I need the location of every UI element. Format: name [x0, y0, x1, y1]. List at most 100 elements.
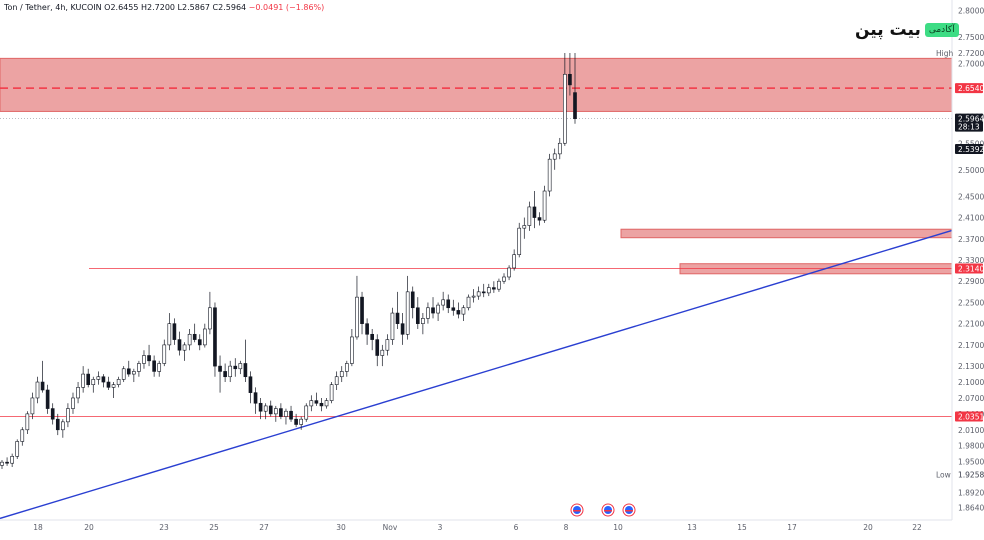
- y-tick-label: 2.5500: [958, 139, 984, 148]
- candle-body: [187, 333, 192, 346]
- candle: [400, 313, 405, 345]
- y-tick-label: 2.2100: [958, 320, 984, 329]
- candle-body: [441, 299, 445, 306]
- candle: [121, 366, 126, 383]
- candle: [385, 334, 390, 356]
- candle-body: [81, 373, 85, 388]
- y-tick-label: 2.4100: [958, 214, 984, 223]
- candle: [101, 374, 106, 388]
- price-tag-bg: [955, 143, 983, 154]
- candle-body: [66, 408, 70, 423]
- candle-body: [45, 389, 50, 409]
- candle: [431, 297, 435, 319]
- candle-body: [410, 291, 415, 309]
- price-tag: 2.3140: [955, 263, 984, 274]
- candle-body: [126, 368, 131, 375]
- candle: [415, 297, 420, 329]
- candle: [132, 368, 136, 383]
- candle-body: [405, 291, 410, 335]
- candle-body: [243, 363, 248, 378]
- ohlc-change: −0.0491 (−1.86%): [248, 3, 325, 12]
- candle: [5, 457, 9, 466]
- y-tick-label: 2.0700: [958, 394, 984, 403]
- candle: [50, 403, 55, 425]
- candle-body: [96, 376, 101, 380]
- candle-body: [446, 299, 451, 309]
- candle-body: [309, 400, 314, 407]
- symbol-name: Ton / Tether, 4h, KUCOIN: [4, 3, 102, 12]
- price-tag: 2.0351: [955, 411, 984, 422]
- event-flag-icon: [622, 503, 636, 517]
- candle: [395, 291, 400, 329]
- candle: [157, 360, 162, 377]
- candle-body: [400, 323, 405, 335]
- logo-badge: آکادمی: [924, 23, 959, 37]
- candle: [284, 408, 288, 425]
- price-tag-value: 2.5964: [958, 115, 984, 124]
- candle: [573, 53, 577, 124]
- y-tick-label: 1.9500: [958, 458, 984, 467]
- x-tick-label: 10: [613, 523, 623, 532]
- candle: [380, 344, 385, 367]
- candle-body: [182, 344, 187, 351]
- candle-body: [0, 461, 4, 466]
- trendline: [0, 229, 953, 520]
- candle-body: [76, 387, 80, 399]
- x-tick-label: 30: [336, 523, 346, 532]
- candle-body: [20, 429, 25, 442]
- candle: [15, 439, 20, 459]
- event-flag-icon: [570, 503, 584, 517]
- candle: [233, 358, 238, 377]
- candle: [557, 137, 562, 160]
- candle-body: [512, 254, 516, 269]
- candle-body: [167, 323, 172, 346]
- x-tick-label: 15: [737, 523, 747, 532]
- candle-body: [537, 217, 542, 221]
- candle-body: [203, 328, 207, 346]
- candle-body: [502, 276, 506, 282]
- candle-body: [365, 323, 369, 335]
- event-flag-stripe: [604, 510, 612, 512]
- candle-body: [91, 379, 96, 385]
- candle: [542, 185, 547, 223]
- candle-body: [415, 307, 420, 324]
- candle: [512, 249, 516, 271]
- candle-body: [208, 307, 212, 330]
- candle: [91, 376, 96, 393]
- candle: [405, 275, 410, 340]
- candle: [258, 397, 263, 420]
- candle: [111, 382, 116, 398]
- candle-body: [334, 376, 339, 385]
- candle: [223, 363, 227, 383]
- candle-body: [385, 339, 390, 351]
- y-tick-label: 1.8920: [958, 488, 984, 497]
- candle: [35, 376, 40, 404]
- candle-body: [486, 287, 491, 294]
- candle-body: [218, 365, 222, 372]
- candle: [497, 278, 501, 292]
- candle: [481, 283, 486, 298]
- candle: [552, 148, 557, 170]
- candle-body: [466, 296, 471, 309]
- candle-body: [258, 402, 263, 412]
- candle-body: [15, 441, 20, 457]
- candle-body: [476, 291, 481, 297]
- candle: [563, 53, 567, 146]
- candle-body: [132, 371, 136, 375]
- x-tick-label: 22: [912, 523, 922, 532]
- candle: [547, 153, 552, 197]
- supply-zone: [620, 228, 953, 239]
- candle: [263, 403, 268, 420]
- ohlc-open: O2.6455: [104, 3, 139, 12]
- candle-body: [421, 318, 425, 324]
- price-tag-bg: [955, 263, 983, 274]
- candle-body: [299, 418, 303, 425]
- price-tag: 2.5392: [955, 143, 984, 154]
- candle: [360, 291, 364, 335]
- price-tag-value: 2.5392: [958, 145, 984, 154]
- candle: [177, 331, 182, 356]
- candle: [197, 334, 202, 351]
- candle-body: [30, 397, 35, 415]
